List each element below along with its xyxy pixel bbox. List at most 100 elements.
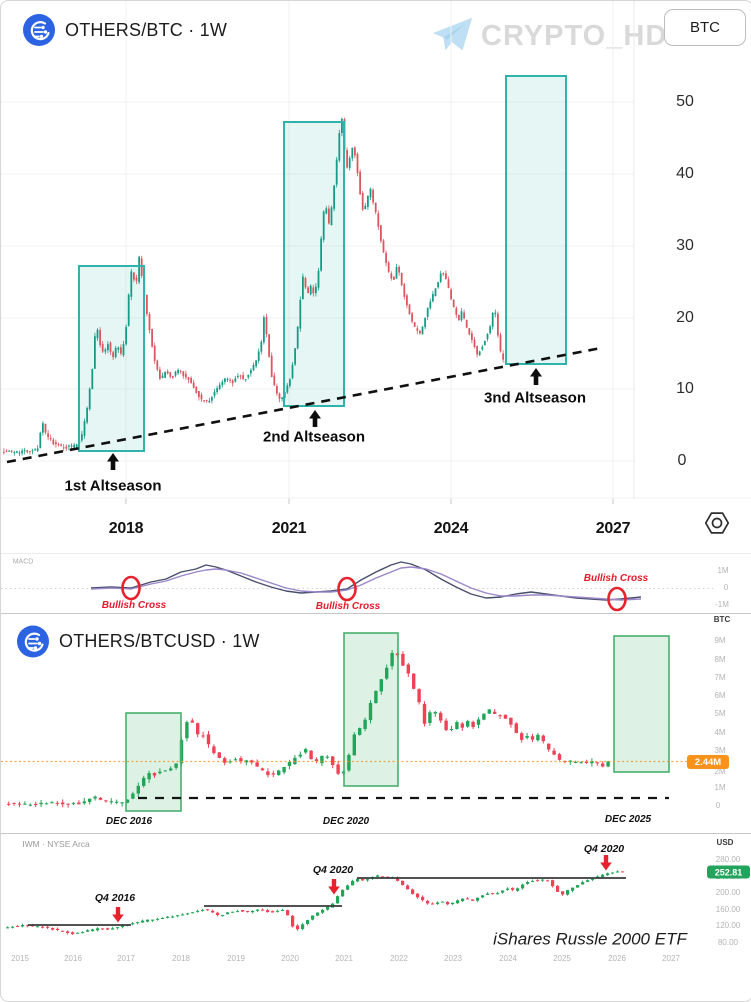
candle-body [590, 761, 594, 764]
candle-body [146, 294, 148, 315]
candle-body [61, 930, 65, 932]
accumulation-date-label: DEC 2020 [322, 816, 370, 827]
candle-body [111, 928, 115, 930]
candle-body [195, 386, 198, 393]
candle-body [205, 399, 208, 401]
candle-body [294, 348, 296, 365]
candle-body [476, 345, 478, 355]
candle-body [536, 880, 540, 882]
candle-body [403, 284, 406, 297]
chart3-symbol-label: IWM · NYSE Arca [22, 838, 90, 849]
etf-caption: iShares Russle 2000 ETF [493, 929, 687, 949]
candle-body [196, 910, 200, 912]
candle-body [314, 759, 319, 762]
candle-body [422, 704, 427, 724]
y-axis-tick: 3M [714, 746, 726, 755]
candle-body [3, 451, 5, 453]
candle-body [109, 342, 112, 352]
candle-body [5, 450, 8, 452]
candle-body [489, 326, 491, 334]
support-trendline [6, 346, 602, 464]
candle-body [44, 803, 49, 805]
candle-body [367, 195, 369, 207]
candle-body [321, 909, 325, 913]
x-axis-tick: 2027 [662, 954, 680, 963]
telegram-plane-icon [432, 17, 473, 51]
altseason-highlight-box [79, 266, 144, 451]
candle-body [316, 912, 320, 916]
candle-body [231, 380, 234, 384]
candle-body [201, 909, 205, 911]
bullish-cross-label: Bullish Cross [101, 600, 167, 611]
candle-body [186, 913, 190, 915]
panel-others-btcusd: OTHERS/BTCUSD · 1W BTC 2.44M 9M 8M 7M 6M 5M 4… [1, 614, 751, 834]
candle-body [442, 273, 445, 275]
candle-body [291, 364, 294, 379]
pane-settings-hexagon-icon[interactable] [702, 508, 732, 538]
candle-body [208, 400, 211, 403]
candle-body [121, 925, 125, 928]
candle-body [203, 400, 205, 402]
candle-body [491, 893, 495, 895]
candle-body [361, 879, 365, 881]
candle-body [192, 382, 195, 388]
candle-body [101, 343, 104, 352]
candle-body [541, 879, 545, 881]
candle-body [356, 878, 360, 882]
candle-body [471, 333, 473, 341]
candle-body [476, 897, 480, 901]
altseason-highlight-box-border [78, 265, 145, 452]
candle-body [198, 391, 200, 398]
candle-body [260, 768, 265, 771]
down-arrow-icon [112, 907, 124, 923]
currency-button[interactable]: BTC [664, 9, 746, 46]
candle-body [250, 370, 252, 374]
candle-body [481, 346, 484, 350]
candle-body [320, 238, 322, 271]
candle-body [49, 437, 52, 440]
y-axis-tick: 2M [714, 767, 726, 776]
candle-body [34, 803, 38, 806]
candle-body [224, 378, 226, 383]
candle-body [196, 723, 200, 735]
candle-body [265, 316, 268, 335]
chart2-header: OTHERS/BTCUSD · 1W [17, 625, 260, 658]
candle-body [444, 720, 448, 731]
candle-body [276, 386, 278, 394]
candle-body [591, 878, 595, 880]
candle-body [68, 445, 70, 447]
others-coin-icon [23, 14, 55, 46]
candle-body [552, 750, 556, 755]
candle-body [115, 801, 119, 803]
candle-body [301, 924, 305, 929]
candle-body [34, 449, 36, 451]
others-coin-icon [17, 625, 49, 658]
chart2-title: OTHERS/BTCUSD · 1W [59, 630, 260, 651]
candle-body [417, 689, 421, 703]
candle-body [211, 397, 213, 401]
candle-body [266, 771, 270, 776]
x-axis-tick: 2022 [390, 954, 408, 963]
candle-body [461, 898, 465, 902]
y-axis-tick: 6M [714, 691, 726, 700]
candle-body [336, 764, 340, 774]
candle-body [233, 759, 238, 761]
candle-body [148, 314, 151, 331]
candle-body [368, 702, 373, 721]
candle-body [426, 900, 430, 904]
candle-body [57, 444, 60, 446]
candle-body [120, 347, 122, 354]
candle-body [412, 673, 416, 689]
candle-body [611, 872, 615, 874]
x-axis-tick: 2020 [281, 954, 299, 963]
candle-body [468, 328, 471, 335]
candle-body [23, 803, 27, 805]
candle-body [229, 379, 231, 381]
candle-body [498, 715, 502, 717]
candle-body [211, 910, 215, 913]
candle-body [358, 728, 362, 735]
candle-body [13, 451, 16, 453]
candle-body [471, 721, 475, 728]
candle-body [65, 446, 68, 449]
candle-body [11, 926, 15, 928]
